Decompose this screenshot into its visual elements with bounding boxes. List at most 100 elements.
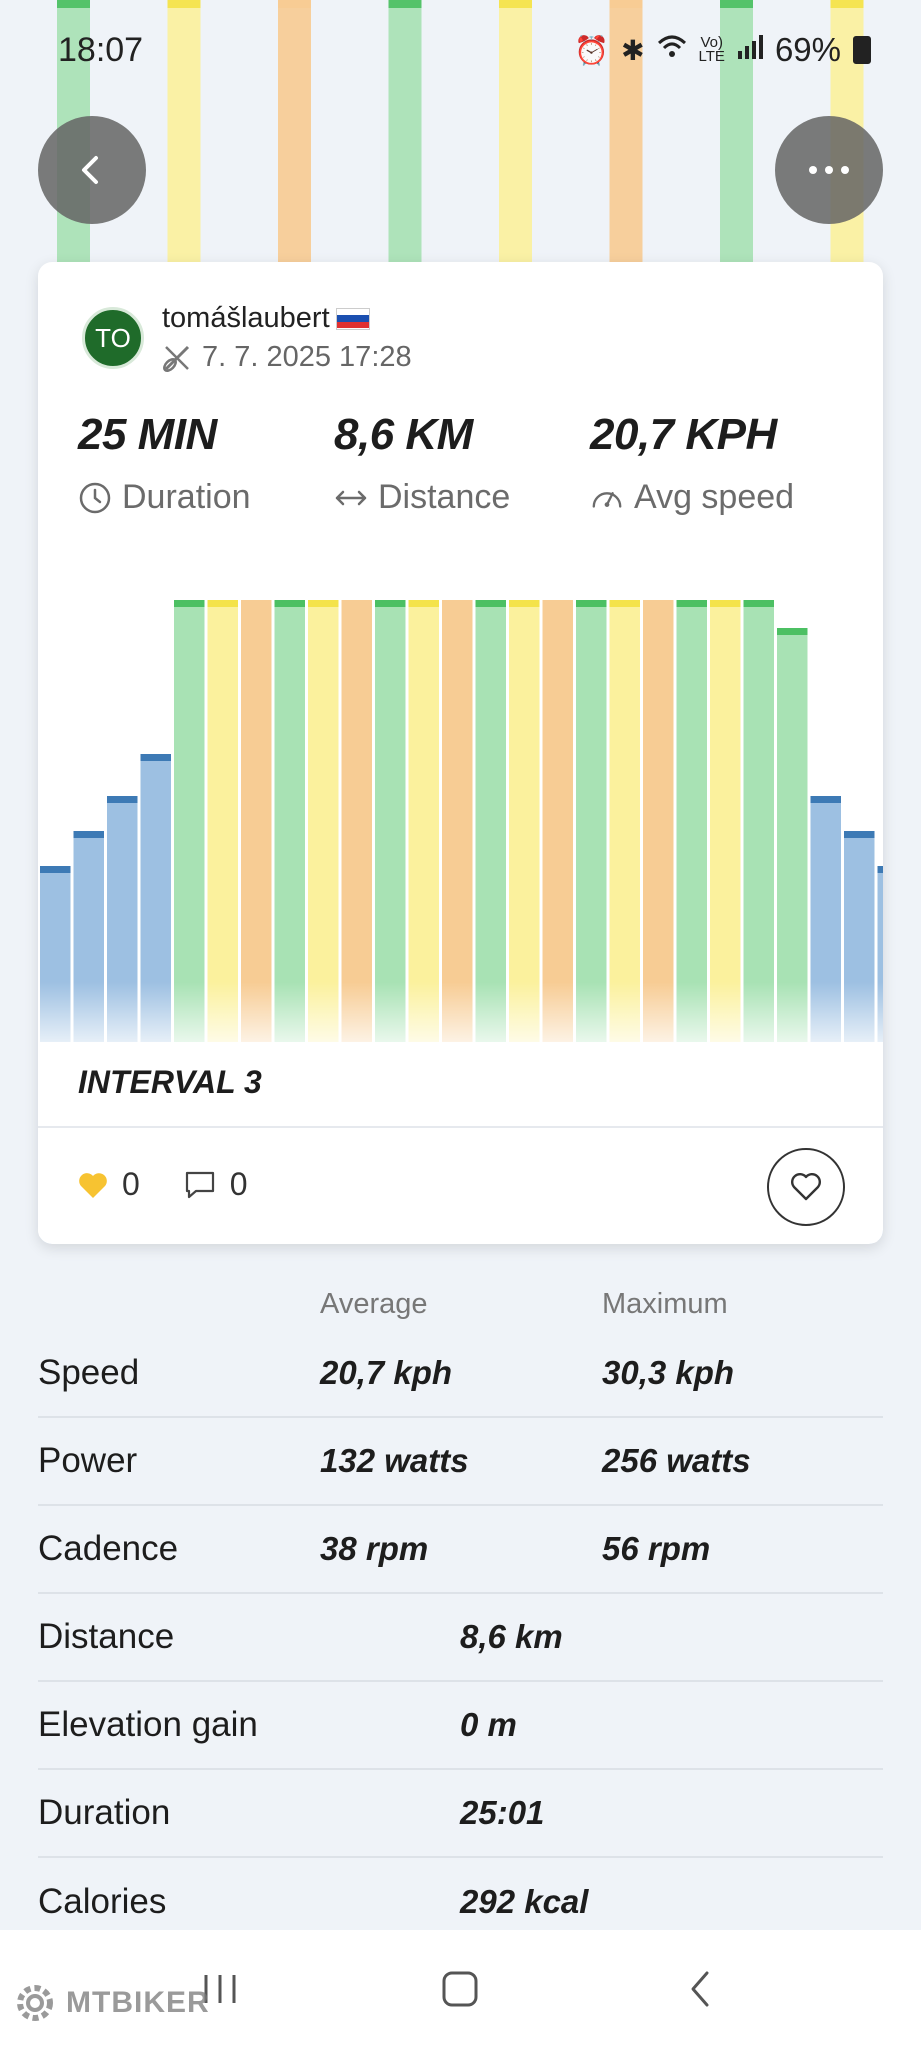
interval-bar-cap-12 <box>408 600 439 607</box>
stat-maximum: 56 rpm <box>602 1530 711 1567</box>
interval-bar-cap-8 <box>274 600 305 607</box>
bg-bar-cap-5 <box>57 0 90 8</box>
comment-icon <box>185 1171 214 1198</box>
arrows-horizontal-icon <box>334 481 368 515</box>
metric-distance: 8,6 KM Distance <box>334 410 590 517</box>
bg-bar-cap-9 <box>499 0 532 8</box>
system-navbar <box>0 1930 921 2048</box>
stat-label: Duration <box>38 1793 171 1832</box>
watermark: MTBIKER <box>12 1980 210 2026</box>
back-button[interactable] <box>38 116 146 224</box>
bluetooth-icon: ✱ <box>621 34 645 66</box>
stat-value: 292 kcal <box>460 1883 589 1920</box>
status-icons: ⏰ ✱ Vo) LTE 69% <box>574 31 871 69</box>
interval-bar-cap-21 <box>710 600 741 607</box>
avatar[interactable]: TO <box>82 307 144 369</box>
author-block[interactable]: TO tomášlaubert 7. 7. 2025 17:28 <box>82 302 412 374</box>
stats-table: Average Maximum Speed 20,7 kph 30,3 kph … <box>38 1278 883 1946</box>
bg-bar-cap-11 <box>720 0 753 8</box>
more-dots-icon <box>809 166 849 174</box>
interval-bar-cap-2 <box>73 831 104 838</box>
stats-row-calories: Calories 292 kcal <box>38 1858 883 1946</box>
stat-value: 0 m <box>460 1706 517 1743</box>
recent-apps-button[interactable] <box>175 1959 265 2019</box>
bg-bar-cap-10 <box>609 0 643 8</box>
stat-label: Distance <box>38 1617 175 1656</box>
stat-maximum: 256 watts <box>602 1442 751 1479</box>
system-back-button[interactable] <box>656 1959 746 2019</box>
activity-date-line: 7. 7. 2025 17:28 <box>162 341 412 374</box>
interval-bar-cap-4 <box>140 754 171 761</box>
interval-bar-cap-6 <box>207 600 238 607</box>
likes-group[interactable]: 0 <box>78 1166 140 1203</box>
stat-label: Calories <box>38 1882 167 1921</box>
battery-icon <box>853 36 871 64</box>
comments-count: 0 <box>229 1166 248 1202</box>
stats-row-duration: Duration 25:01 <box>38 1770 883 1858</box>
recent-apps-icon <box>204 1975 236 2003</box>
stats-row-power: Power 132 watts 256 watts <box>38 1418 883 1506</box>
rowing-icon <box>163 345 190 372</box>
interval-bar-cap-22 <box>743 600 774 607</box>
watermark-text: MTBIKER <box>66 1986 210 2019</box>
stats-header: Average Maximum <box>38 1278 883 1330</box>
stat-average: 20,7 kph <box>320 1354 453 1391</box>
stat-label: Elevation gain <box>38 1705 258 1744</box>
interval-bar-cap-1 <box>40 866 71 873</box>
author-name[interactable]: tomášlaubert <box>162 302 330 334</box>
metric-label-row: Duration <box>78 478 334 517</box>
stat-average: 38 rpm <box>320 1530 429 1567</box>
interval-bar-cap-14 <box>475 600 506 607</box>
bg-bar-cap-6 <box>167 0 201 8</box>
stat-label: Power <box>38 1441 138 1480</box>
bg-bar-cap-12 <box>830 0 864 8</box>
activity-datetime: 7. 7. 2025 17:28 <box>202 341 412 373</box>
comments-group[interactable]: 0 <box>184 1166 248 1203</box>
interval-bar-cap-11 <box>375 600 406 607</box>
alarm-icon: ⏰ <box>574 34 610 66</box>
interval-bar-cap-9 <box>308 600 339 607</box>
column-maximum: Maximum <box>602 1287 728 1320</box>
heart-outline-icon <box>791 1173 821 1201</box>
heart-filled-icon <box>79 1172 107 1198</box>
interval-bar-cap-7 <box>241 600 272 607</box>
metric-label: Avg speed <box>634 478 795 516</box>
signal-icon <box>737 34 763 66</box>
interval-bar-cap-15 <box>509 600 540 607</box>
author-name-line: tomášlaubert <box>162 302 412 335</box>
interval-bar-cap-25 <box>844 831 875 838</box>
metric-label-row: Avg speed <box>590 478 846 517</box>
activity-card[interactable]: TO tomášlaubert 7. 7. 2025 17:28 25 MIN … <box>38 262 883 1244</box>
metric-label: Distance <box>378 478 511 516</box>
more-options-button[interactable] <box>775 116 883 224</box>
status-bar: 18:07 ⏰ ✱ Vo) LTE 69% <box>0 0 921 100</box>
metric-label-row: Distance <box>334 478 590 517</box>
volte-icon: Vo) LTE <box>698 34 725 65</box>
stat-label: Cadence <box>38 1529 179 1568</box>
metrics-row: 25 MIN Duration 8,6 KM Distance 20,7 KPH <box>78 410 858 517</box>
stat-value: 8,6 km <box>460 1618 563 1655</box>
like-button[interactable] <box>767 1148 845 1226</box>
interval-bar-cap-18 <box>609 600 640 607</box>
activity-title[interactable]: INTERVAL 3 <box>78 1064 262 1100</box>
stat-value: 25:01 <box>460 1794 545 1831</box>
interval-bar-cap-13 <box>442 600 473 607</box>
bg-bar-cap-8 <box>388 0 422 8</box>
likes-count: 0 <box>122 1166 140 1202</box>
battery-text: 69% <box>774 31 841 68</box>
stat-average: 132 watts <box>320 1442 469 1479</box>
metric-value: 20,7 KPH <box>590 410 777 459</box>
bg-bar-cap-7 <box>278 0 311 8</box>
stats-row-distance: Distance 8,6 km <box>38 1594 883 1682</box>
stats-row-speed: Speed 20,7 kph 30,3 kph <box>38 1330 883 1418</box>
home-icon <box>442 1971 478 2007</box>
metric-duration: 25 MIN Duration <box>78 410 334 517</box>
wifi-icon <box>657 34 687 67</box>
interval-bar-cap-16 <box>542 600 573 607</box>
slovakia-flag-icon <box>335 307 370 330</box>
chevron-left-icon <box>82 156 98 184</box>
metric-label: Duration <box>122 478 251 516</box>
interval-bar-cap-23 <box>777 628 808 635</box>
home-button[interactable] <box>415 1959 505 2019</box>
interval-bar-cap-3 <box>107 796 138 803</box>
